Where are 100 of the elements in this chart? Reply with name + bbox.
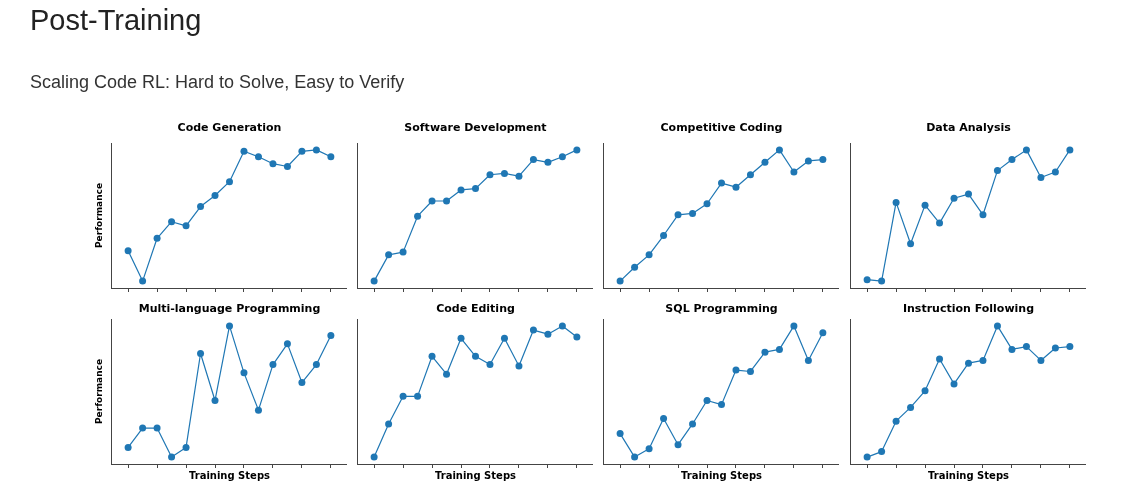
point [399, 248, 407, 256]
point [529, 326, 537, 334]
point [1066, 343, 1074, 351]
point [631, 453, 639, 461]
point [211, 191, 219, 199]
point [414, 212, 422, 220]
point [529, 156, 537, 164]
point [124, 247, 132, 255]
chart-title: Code Editing [436, 301, 515, 315]
point [428, 197, 436, 205]
point [718, 179, 725, 187]
point [993, 322, 1001, 330]
point [936, 219, 944, 227]
point [124, 443, 132, 451]
point [746, 367, 754, 375]
chart-title: Software Development [404, 120, 547, 134]
point [950, 380, 958, 388]
point [965, 190, 972, 198]
point [544, 158, 552, 166]
point [1051, 344, 1059, 352]
point [283, 162, 291, 170]
point [197, 350, 205, 358]
point [1037, 356, 1045, 364]
point [993, 167, 1001, 175]
point [892, 417, 900, 425]
chart-title: Data Analysis [926, 120, 1012, 134]
point [819, 156, 827, 164]
point [226, 322, 233, 330]
point [211, 396, 219, 404]
point [153, 424, 161, 432]
point [674, 441, 682, 449]
point [775, 345, 783, 353]
point [863, 453, 871, 461]
point [892, 198, 900, 206]
point [790, 322, 798, 330]
point [979, 356, 987, 364]
point [327, 332, 335, 340]
point [790, 168, 798, 176]
point [1066, 146, 1074, 154]
point [645, 445, 653, 453]
point [197, 203, 205, 211]
point [863, 276, 871, 284]
point [168, 453, 176, 461]
point [283, 340, 291, 348]
x-axis-title: Training Steps [434, 469, 517, 481]
point [486, 361, 494, 369]
point [689, 209, 697, 217]
point [775, 146, 783, 154]
point [269, 361, 277, 369]
point [312, 146, 320, 154]
point [761, 158, 769, 166]
point [703, 200, 711, 208]
point [573, 146, 581, 154]
point [1022, 343, 1030, 351]
point [907, 240, 915, 248]
point [254, 406, 262, 414]
x-axis-title: Training Steps [188, 469, 271, 481]
point [457, 334, 465, 342]
point [558, 153, 566, 161]
x-axis-title: Training Steps [927, 469, 1010, 481]
point [703, 396, 711, 404]
point [139, 277, 147, 285]
point [645, 251, 653, 259]
point [500, 334, 508, 342]
chart-title: Instruction Following [902, 301, 1035, 315]
point [428, 352, 436, 360]
point [182, 222, 190, 230]
point [936, 355, 944, 363]
point [804, 356, 812, 364]
point [616, 430, 624, 438]
point [689, 420, 697, 428]
point [732, 366, 740, 374]
chart-title: Competitive Coding [660, 120, 783, 134]
point [674, 211, 682, 219]
point [718, 401, 725, 409]
point [153, 234, 161, 242]
point [168, 218, 176, 226]
point [921, 387, 929, 395]
point [443, 197, 451, 205]
point [327, 153, 335, 161]
point [921, 201, 929, 209]
point [370, 453, 378, 461]
point [240, 147, 248, 155]
point [804, 157, 812, 165]
point [385, 420, 393, 428]
point [573, 333, 581, 341]
point [472, 185, 479, 193]
point [515, 362, 523, 370]
point [472, 352, 479, 360]
point [269, 160, 277, 168]
y-axis-title: Performance [94, 359, 105, 424]
point [1022, 146, 1030, 154]
point [254, 153, 262, 161]
y-axis-title: Performance [94, 183, 105, 248]
chart-title: Code Generation [177, 120, 282, 134]
point [819, 329, 827, 337]
chart-title: SQL Programming [665, 301, 778, 315]
point [298, 379, 306, 387]
point [443, 370, 451, 378]
point [370, 277, 378, 285]
